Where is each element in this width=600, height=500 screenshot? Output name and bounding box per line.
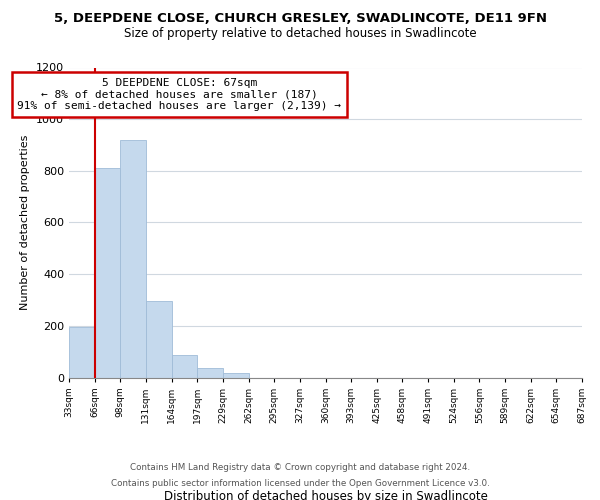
Text: Contains HM Land Registry data © Crown copyright and database right 2024.: Contains HM Land Registry data © Crown c… xyxy=(130,464,470,472)
Bar xyxy=(69,327,95,378)
Bar xyxy=(172,355,197,378)
Text: 5 DEEPDENE CLOSE: 67sqm
← 8% of detached houses are smaller (187)
91% of semi-de: 5 DEEPDENE CLOSE: 67sqm ← 8% of detached… xyxy=(17,78,341,111)
Bar xyxy=(197,368,223,378)
Bar xyxy=(121,140,146,378)
Bar xyxy=(95,168,121,378)
Text: Size of property relative to detached houses in Swadlincote: Size of property relative to detached ho… xyxy=(124,28,476,40)
Y-axis label: Number of detached properties: Number of detached properties xyxy=(20,135,31,310)
Text: Contains public sector information licensed under the Open Government Licence v3: Contains public sector information licen… xyxy=(110,478,490,488)
X-axis label: Distribution of detached houses by size in Swadlincote: Distribution of detached houses by size … xyxy=(164,490,487,500)
Bar xyxy=(223,373,248,378)
Bar xyxy=(146,302,172,378)
Text: 5, DEEPDENE CLOSE, CHURCH GRESLEY, SWADLINCOTE, DE11 9FN: 5, DEEPDENE CLOSE, CHURCH GRESLEY, SWADL… xyxy=(53,12,547,26)
